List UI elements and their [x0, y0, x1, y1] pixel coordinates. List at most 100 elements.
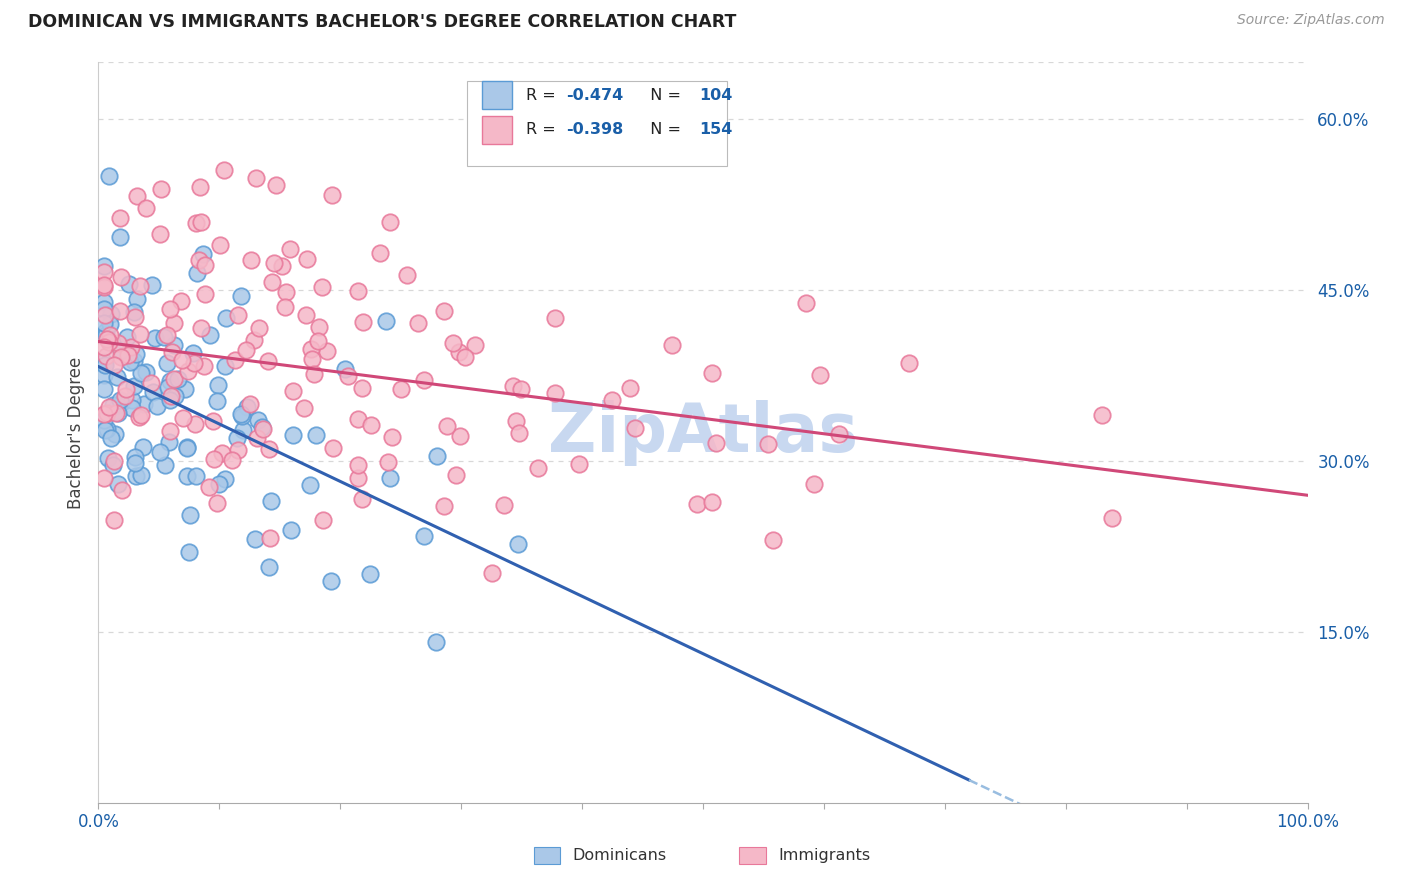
Text: -0.398: -0.398	[567, 122, 624, 137]
Point	[179, 508, 201, 522]
Point	[93, 259, 115, 273]
Point	[600, 393, 623, 408]
Point	[149, 227, 172, 241]
Point	[149, 444, 172, 458]
Text: Immigrants: Immigrants	[778, 848, 870, 863]
Point	[103, 358, 125, 372]
Point	[93, 407, 115, 421]
Point	[231, 409, 253, 423]
Point	[128, 279, 150, 293]
Point	[198, 480, 221, 494]
Point	[96, 406, 118, 420]
Point	[93, 382, 115, 396]
Point	[307, 334, 329, 348]
Point	[250, 420, 273, 434]
Point	[211, 446, 233, 460]
Point	[299, 343, 322, 357]
Point	[247, 320, 270, 334]
Point	[794, 296, 817, 310]
Point	[131, 440, 153, 454]
Point	[378, 215, 401, 229]
Point	[193, 359, 215, 373]
Point	[177, 544, 200, 558]
Point	[114, 389, 136, 403]
Point	[94, 423, 117, 437]
Point	[245, 170, 267, 185]
Point	[352, 381, 374, 395]
Point	[229, 407, 252, 421]
Point	[131, 468, 153, 483]
Point	[454, 350, 477, 364]
FancyBboxPatch shape	[482, 81, 512, 109]
Point	[105, 370, 128, 384]
Point	[117, 330, 139, 344]
Point	[176, 469, 198, 483]
Point	[94, 358, 117, 372]
Point	[808, 368, 831, 382]
Point	[221, 452, 243, 467]
Point	[117, 347, 139, 361]
Point	[105, 406, 128, 420]
Point	[156, 356, 179, 370]
Point	[97, 450, 120, 465]
Point	[319, 574, 342, 588]
Point	[98, 169, 121, 184]
Point	[100, 307, 122, 321]
Point	[623, 421, 645, 435]
Point	[176, 441, 198, 455]
Point	[110, 483, 132, 497]
Point	[107, 477, 129, 491]
Point	[350, 491, 373, 506]
Point	[209, 238, 232, 252]
Text: N =: N =	[640, 87, 686, 103]
Point	[163, 317, 186, 331]
Point	[186, 266, 208, 280]
Point	[235, 343, 257, 357]
Point	[229, 289, 252, 303]
Point	[246, 431, 269, 445]
Point	[127, 292, 149, 306]
Point	[98, 327, 121, 342]
Point	[1101, 510, 1123, 524]
Point	[176, 440, 198, 454]
Point	[492, 498, 515, 512]
Point	[110, 394, 132, 409]
Point	[207, 378, 229, 392]
Point	[157, 380, 180, 394]
Point	[124, 305, 146, 319]
Point	[232, 423, 254, 437]
Point	[184, 417, 207, 432]
Point	[226, 308, 249, 322]
Point	[619, 381, 641, 395]
Point	[337, 369, 360, 384]
Point	[298, 478, 321, 492]
Point	[225, 431, 247, 445]
FancyBboxPatch shape	[482, 116, 512, 144]
Point	[278, 242, 301, 256]
Point	[94, 308, 117, 322]
Point	[446, 468, 468, 483]
Point	[239, 397, 262, 411]
Text: N =: N =	[640, 122, 686, 137]
Point	[159, 375, 181, 389]
Point	[93, 368, 115, 382]
Point	[281, 427, 304, 442]
Point	[107, 406, 129, 420]
Point	[208, 477, 231, 491]
Point	[110, 350, 132, 364]
Point	[143, 330, 166, 344]
Point	[256, 354, 278, 368]
Point	[108, 393, 131, 408]
Point	[104, 404, 127, 418]
Point	[93, 471, 115, 485]
Point	[129, 366, 152, 380]
Point	[333, 362, 356, 376]
Point	[93, 316, 115, 330]
Point	[194, 258, 217, 272]
Point	[359, 567, 381, 582]
Point	[408, 316, 430, 330]
Point	[214, 472, 236, 486]
Point	[441, 336, 464, 351]
Point	[544, 311, 567, 326]
Point	[413, 373, 436, 387]
